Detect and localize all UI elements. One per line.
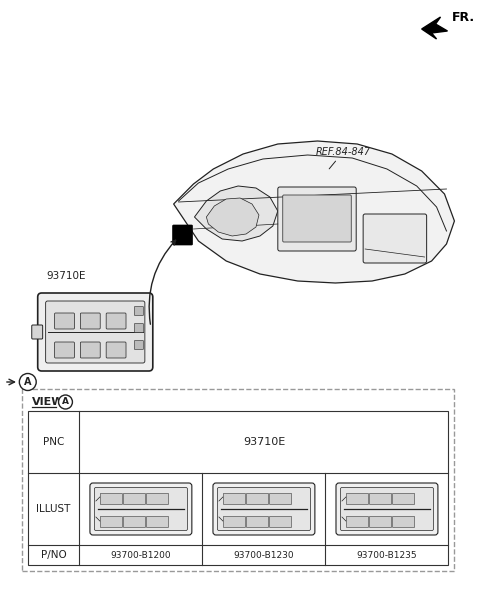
FancyBboxPatch shape xyxy=(213,483,315,535)
FancyBboxPatch shape xyxy=(347,517,369,528)
FancyBboxPatch shape xyxy=(347,494,369,505)
FancyBboxPatch shape xyxy=(173,225,192,245)
FancyBboxPatch shape xyxy=(269,517,291,528)
Polygon shape xyxy=(174,141,455,283)
Text: 93700-B1230: 93700-B1230 xyxy=(234,551,294,560)
FancyBboxPatch shape xyxy=(393,517,415,528)
FancyBboxPatch shape xyxy=(80,313,100,329)
FancyBboxPatch shape xyxy=(134,306,144,316)
FancyBboxPatch shape xyxy=(363,214,427,263)
Bar xyxy=(22,389,455,571)
Text: A: A xyxy=(62,398,69,406)
Text: ILLUST: ILLUST xyxy=(36,504,71,514)
FancyBboxPatch shape xyxy=(46,301,145,363)
Bar xyxy=(28,411,448,565)
Text: 93700-B1200: 93700-B1200 xyxy=(110,551,171,560)
FancyBboxPatch shape xyxy=(223,517,245,528)
Text: PNC: PNC xyxy=(43,437,64,447)
FancyBboxPatch shape xyxy=(278,187,356,251)
Polygon shape xyxy=(421,17,447,39)
FancyBboxPatch shape xyxy=(283,195,351,242)
FancyBboxPatch shape xyxy=(370,517,392,528)
FancyBboxPatch shape xyxy=(55,313,74,329)
Polygon shape xyxy=(194,186,278,241)
FancyBboxPatch shape xyxy=(38,293,153,371)
FancyArrowPatch shape xyxy=(149,240,176,325)
Text: 93710E: 93710E xyxy=(243,437,285,447)
Circle shape xyxy=(59,395,72,409)
FancyBboxPatch shape xyxy=(95,488,187,531)
FancyBboxPatch shape xyxy=(223,494,245,505)
Polygon shape xyxy=(206,198,259,236)
FancyBboxPatch shape xyxy=(100,517,122,528)
FancyBboxPatch shape xyxy=(100,494,122,505)
FancyBboxPatch shape xyxy=(217,488,311,531)
FancyBboxPatch shape xyxy=(123,517,145,528)
FancyBboxPatch shape xyxy=(123,494,145,505)
FancyBboxPatch shape xyxy=(393,494,415,505)
Text: 93710E: 93710E xyxy=(47,271,86,281)
FancyBboxPatch shape xyxy=(134,323,144,333)
FancyBboxPatch shape xyxy=(246,517,268,528)
FancyBboxPatch shape xyxy=(146,517,168,528)
Text: P/NO: P/NO xyxy=(41,550,66,560)
FancyBboxPatch shape xyxy=(370,494,392,505)
Text: FR.: FR. xyxy=(452,11,475,24)
Circle shape xyxy=(19,373,36,391)
FancyBboxPatch shape xyxy=(55,342,74,358)
FancyBboxPatch shape xyxy=(90,483,192,535)
FancyBboxPatch shape xyxy=(32,325,43,339)
FancyBboxPatch shape xyxy=(146,494,168,505)
FancyBboxPatch shape xyxy=(246,494,268,505)
FancyBboxPatch shape xyxy=(269,494,291,505)
Text: VIEW: VIEW xyxy=(32,397,64,407)
Text: REF.84-847: REF.84-847 xyxy=(315,147,371,157)
Text: A: A xyxy=(24,377,32,387)
Text: 93700-B1235: 93700-B1235 xyxy=(357,551,417,560)
FancyBboxPatch shape xyxy=(134,340,144,349)
FancyBboxPatch shape xyxy=(340,488,433,531)
FancyBboxPatch shape xyxy=(336,483,438,535)
FancyBboxPatch shape xyxy=(80,342,100,358)
FancyBboxPatch shape xyxy=(106,313,126,329)
FancyBboxPatch shape xyxy=(106,342,126,358)
